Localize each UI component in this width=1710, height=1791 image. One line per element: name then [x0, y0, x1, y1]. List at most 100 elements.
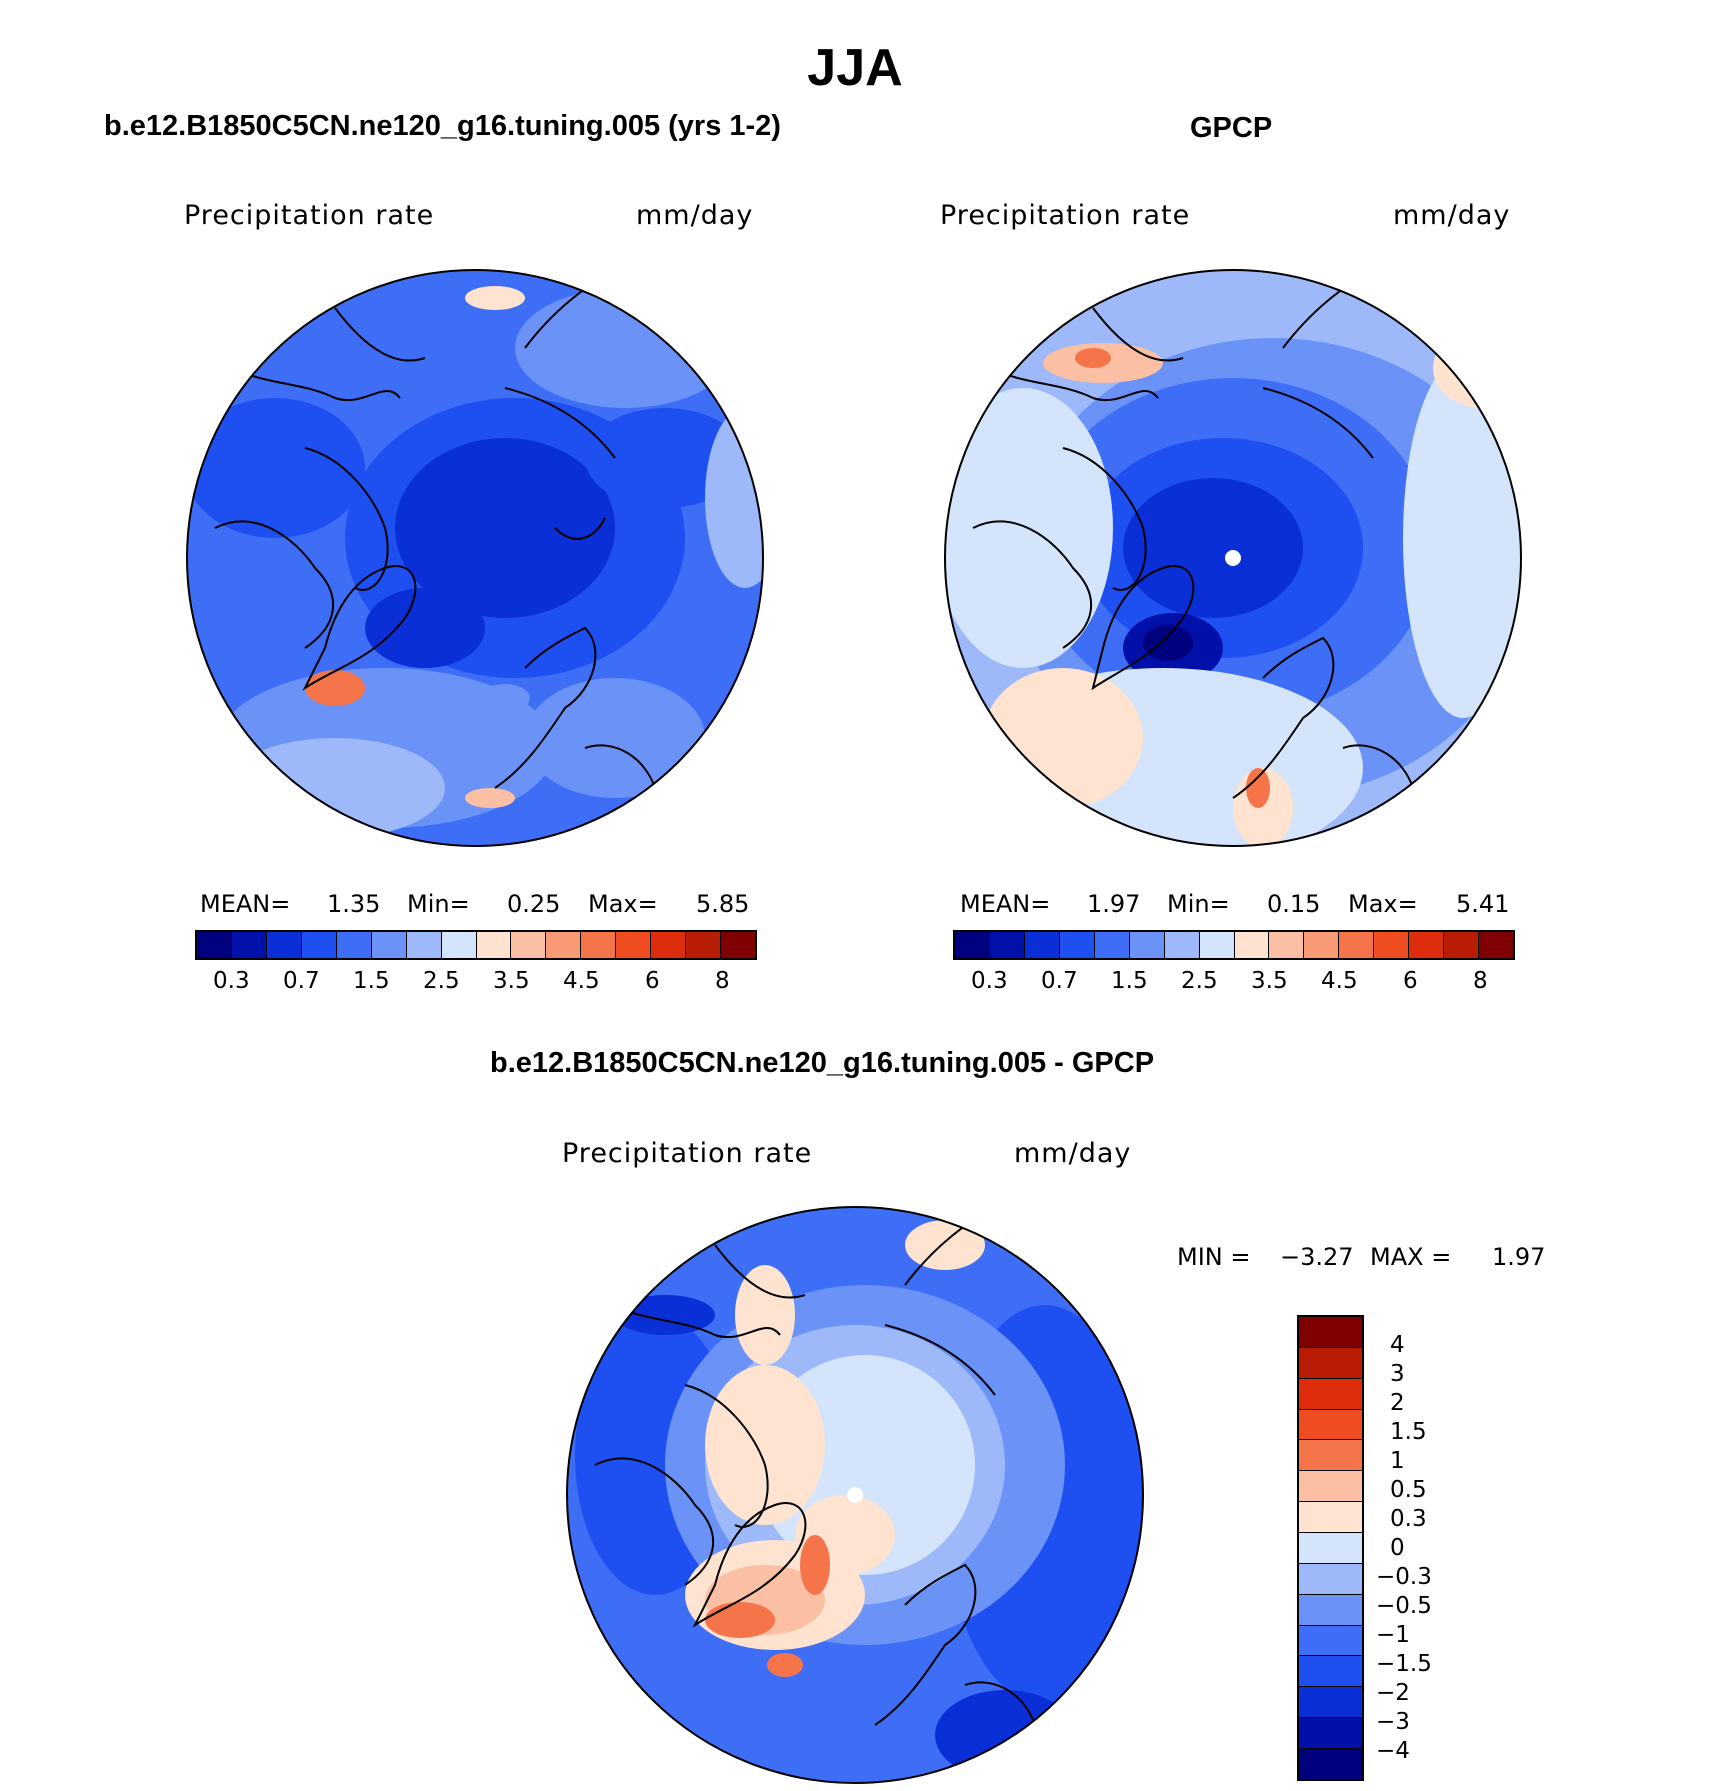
panel-3-max-value: 1.97	[1492, 1243, 1546, 1271]
colorbar-label: −4	[1376, 1738, 1410, 1764]
colorbar-swatch	[1128, 932, 1164, 958]
colorbar-label: 4.5	[563, 968, 600, 994]
panel-1-min-label: Min=	[407, 890, 470, 918]
colorbar-swatch	[580, 932, 616, 958]
panel-2-polar-map	[944, 269, 1522, 847]
colorbar-swatch	[1299, 1748, 1362, 1779]
panel-1-colorbar-labels: 0.3 0.7 1.5 2.5 3.5 4.5 6 8	[195, 968, 757, 998]
colorbar-swatch	[1408, 932, 1444, 958]
panel-1-variable-label: Precipitation rate	[184, 200, 435, 231]
colorbar-swatch	[1299, 1346, 1362, 1378]
colorbar-swatch	[1299, 1686, 1362, 1718]
panel-2-min-value: 0.15	[1267, 890, 1321, 918]
colorbar-swatch	[685, 932, 721, 958]
colorbar-swatch	[955, 932, 989, 958]
panel-1-min-value: 0.25	[507, 890, 561, 918]
panel-2-max-label: Max=	[1348, 890, 1418, 918]
colorbar-swatch	[1058, 932, 1094, 958]
colorbar-label: 2.5	[423, 968, 460, 994]
colorbar-label: 2.5	[1181, 968, 1218, 994]
colorbar-label: 3	[1390, 1361, 1405, 1387]
panel-1-max-value: 5.85	[696, 890, 750, 918]
colorbar-label: −1.5	[1376, 1651, 1432, 1677]
colorbar-swatch	[1299, 1317, 1362, 1347]
colorbar-label: 0.3	[971, 968, 1008, 994]
colorbar-swatch	[1268, 932, 1304, 958]
colorbar-swatch	[1373, 932, 1409, 958]
colorbar-swatch	[1299, 1624, 1362, 1656]
colorbar-swatch	[335, 932, 371, 958]
colorbar-label: 4	[1390, 1332, 1405, 1358]
colorbar-swatch	[440, 932, 476, 958]
colorbar-swatch	[1023, 932, 1059, 958]
colorbar-label: 0.3	[1390, 1506, 1427, 1532]
colorbar-label: 6	[1403, 968, 1418, 994]
colorbar-swatch	[650, 932, 686, 958]
panel-3-min-value: −3.27	[1280, 1243, 1354, 1271]
colorbar-label: −3	[1376, 1709, 1410, 1735]
colorbar-label: 1.5	[1111, 968, 1148, 994]
colorbar-label: −0.5	[1376, 1593, 1432, 1619]
colorbar-label: −2	[1376, 1680, 1410, 1706]
panel-3-colorbar	[1297, 1315, 1364, 1781]
colorbar-swatch	[1443, 932, 1479, 958]
colorbar-swatch	[405, 932, 441, 958]
panel-2-max-value: 5.41	[1456, 890, 1510, 918]
panel-2-title: GPCP	[1190, 112, 1273, 144]
colorbar-swatch	[1093, 932, 1129, 958]
colorbar-swatch	[1233, 932, 1269, 958]
colorbar-swatch	[720, 932, 755, 958]
colorbar-swatch	[1478, 932, 1513, 958]
colorbar-swatch	[1299, 1717, 1362, 1749]
panel-2-colorbar-labels: 0.3 0.7 1.5 2.5 3.5 4.5 6 8	[953, 968, 1515, 998]
colorbar-swatch	[197, 932, 231, 958]
colorbar-swatch	[1299, 1470, 1362, 1502]
colorbar-label: 8	[1473, 968, 1488, 994]
panel-2-mean-value: 1.97	[1087, 890, 1141, 918]
panel-3-units-label: mm/day	[1014, 1138, 1132, 1169]
panel-1-colorbar	[195, 930, 757, 960]
colorbar-label: 0.3	[213, 968, 250, 994]
colorbar-label: 2	[1390, 1390, 1405, 1416]
colorbar-swatch	[300, 932, 336, 958]
colorbar-label: 3.5	[1251, 968, 1288, 994]
colorbar-swatch	[370, 932, 406, 958]
panel-3-variable-label: Precipitation rate	[562, 1138, 813, 1169]
panel-2-colorbar	[953, 930, 1515, 960]
panel-1-units-label: mm/day	[636, 200, 754, 231]
colorbar-label: 1.5	[353, 968, 390, 994]
colorbar-swatch	[1299, 1532, 1362, 1563]
colorbar-swatch	[510, 932, 546, 958]
panel-1-max-label: Max=	[588, 890, 658, 918]
colorbar-swatch	[988, 932, 1024, 958]
colorbar-label: 8	[715, 968, 730, 994]
panel-2-units-label: mm/day	[1393, 200, 1511, 231]
panel-2-variable-label: Precipitation rate	[940, 200, 1191, 231]
colorbar-label: 0.5	[1390, 1477, 1427, 1503]
colorbar-swatch	[1299, 1439, 1362, 1471]
colorbar-swatch	[230, 932, 266, 958]
panel-1-mean-value: 1.35	[327, 890, 381, 918]
colorbar-swatch	[545, 932, 581, 958]
colorbar-label: −1	[1376, 1622, 1410, 1648]
panel-1-mean-label: MEAN=	[200, 890, 291, 918]
colorbar-swatch	[1299, 1593, 1362, 1625]
colorbar-label: 1	[1390, 1448, 1405, 1474]
panel-3-colorbar-labels: 4 3 2 1.5 1 0.5 0.3 0 −0.3 −0.5 −1 −1.5 …	[1374, 1315, 1494, 1781]
panel-1-title: b.e12.B1850C5CN.ne120_g16.tuning.005 (yr…	[104, 110, 781, 142]
colorbar-swatch	[1299, 1562, 1362, 1594]
colorbar-swatch	[265, 932, 301, 958]
colorbar-swatch	[1338, 932, 1374, 958]
colorbar-swatch	[1299, 1408, 1362, 1440]
colorbar-label: 4.5	[1321, 968, 1358, 994]
panel-2-min-label: Min=	[1167, 890, 1230, 918]
colorbar-swatch	[475, 932, 511, 958]
colorbar-swatch	[1299, 1655, 1362, 1687]
panel-3-max-label: MAX =	[1370, 1243, 1452, 1271]
colorbar-label: 1.5	[1390, 1419, 1427, 1445]
colorbar-label: 0.7	[283, 968, 320, 994]
colorbar-label: 6	[645, 968, 660, 994]
colorbar-label: 0.7	[1041, 968, 1078, 994]
colorbar-swatch	[1303, 932, 1339, 958]
figure-title: JJA	[807, 39, 903, 97]
